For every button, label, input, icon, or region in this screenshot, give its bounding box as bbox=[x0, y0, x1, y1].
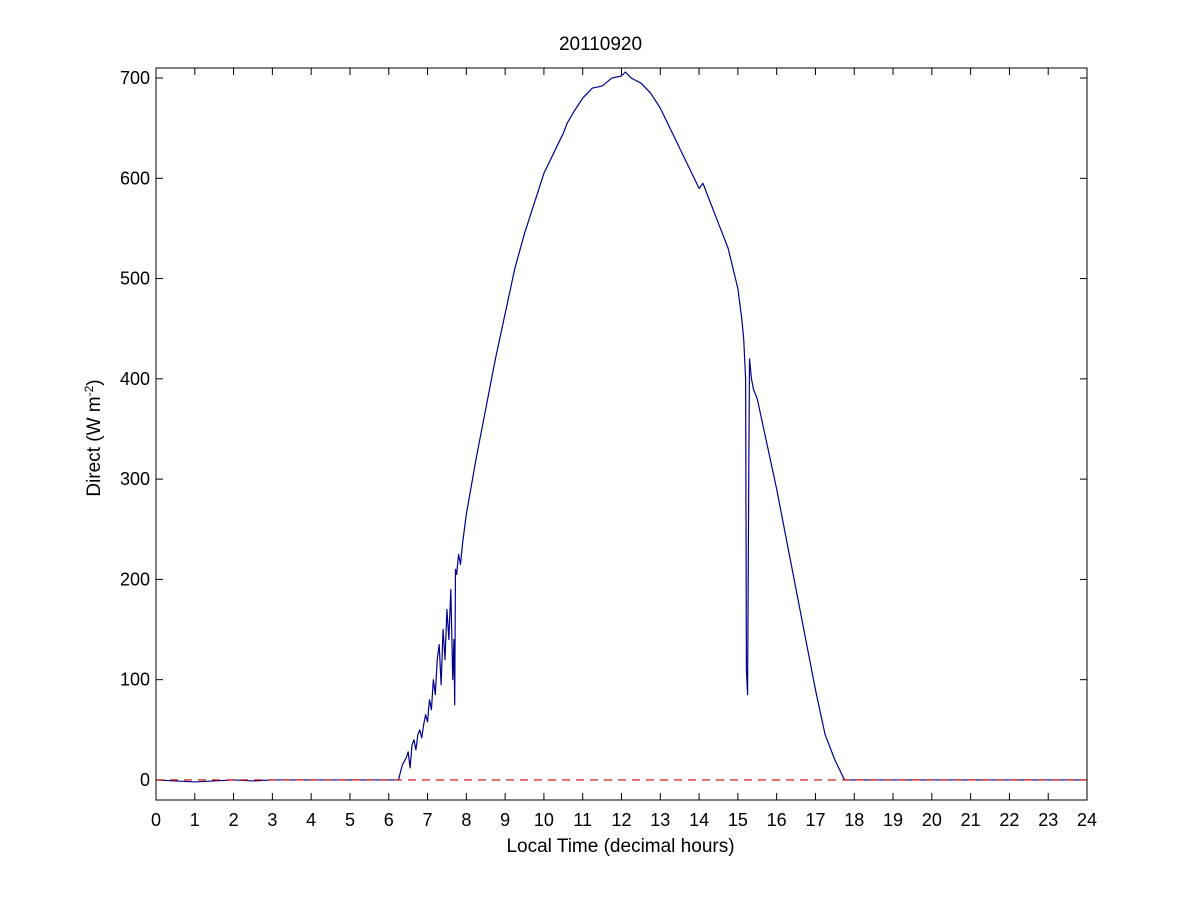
y-tick-label: 400 bbox=[120, 369, 150, 389]
x-tick-label: 9 bbox=[500, 810, 510, 830]
x-tick-label: 14 bbox=[689, 810, 709, 830]
x-axis-label: Local Time (decimal hours) bbox=[506, 836, 735, 857]
y-axis-label-close: ) bbox=[84, 379, 106, 386]
x-tick-label: 6 bbox=[384, 810, 394, 830]
y-axis-label: Direct (W m-2) bbox=[82, 379, 106, 496]
x-tick-label: 11 bbox=[573, 810, 592, 830]
x-tick-label: 5 bbox=[345, 810, 355, 830]
x-tick-label: 12 bbox=[611, 810, 631, 830]
x-tick-label: 23 bbox=[1038, 810, 1058, 830]
x-tick-label: 3 bbox=[267, 810, 277, 830]
x-tick-label: 8 bbox=[461, 810, 471, 830]
x-tick-label: 4 bbox=[306, 810, 316, 830]
y-tick-label: 200 bbox=[120, 569, 150, 589]
x-tick-label: 13 bbox=[650, 810, 670, 830]
y-tick-label: 600 bbox=[120, 168, 150, 188]
y-tick-label: 500 bbox=[120, 269, 150, 289]
x-tick-label: 19 bbox=[883, 810, 903, 830]
x-tick-label: 24 bbox=[1077, 810, 1097, 830]
x-tick-label: 15 bbox=[728, 810, 748, 830]
x-tick-label: 0 bbox=[151, 810, 161, 830]
direct-irradiance-line bbox=[155, 71, 1087, 783]
axes-frame bbox=[155, 67, 1088, 801]
y-tick-label: 300 bbox=[120, 469, 150, 489]
x-tick-label: 18 bbox=[844, 810, 864, 830]
y-tick-label: 700 bbox=[120, 68, 150, 88]
y-tick-label: 100 bbox=[120, 670, 150, 690]
x-tick-label: 2 bbox=[229, 810, 239, 830]
y-tick-label: 0 bbox=[140, 770, 150, 790]
x-tick-label: 7 bbox=[423, 810, 433, 830]
x-tick-label: 16 bbox=[767, 810, 787, 830]
x-tick-label: 17 bbox=[805, 810, 825, 830]
chart-title: 20110920 bbox=[558, 34, 643, 55]
x-tick-label: 1 bbox=[190, 810, 200, 830]
y-axis-label-exponent: -2 bbox=[81, 385, 96, 397]
x-tick-label: 21 bbox=[961, 810, 981, 830]
plot-lines bbox=[155, 71, 1087, 783]
y-axis-label-text: Direct (W m bbox=[84, 396, 106, 497]
x-tick-label: 22 bbox=[999, 810, 1019, 830]
x-tick-label: 10 bbox=[534, 810, 554, 830]
axis-ticks: 0 1 2 3 4 5 6 7 8 9 10 11 12 13 14 15 16 17 18 19 20 21 22 23 24… bbox=[120, 68, 1097, 830]
x-tick-label: 20 bbox=[922, 810, 942, 830]
